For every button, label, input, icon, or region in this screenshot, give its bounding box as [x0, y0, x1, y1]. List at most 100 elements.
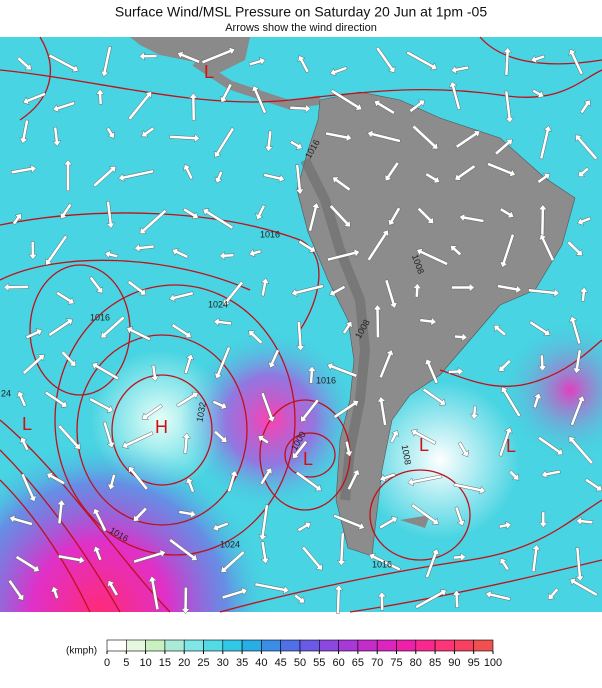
wind-arrow: [297, 55, 310, 74]
wind-arrow: [500, 386, 522, 418]
wind-arrow: [12, 213, 22, 225]
wind-arrow: [389, 429, 400, 444]
wind-arrow: [176, 391, 199, 408]
wind-arrow: [297, 521, 312, 532]
wind-arrow: [214, 170, 224, 184]
colorbar-tick-label: 25: [197, 657, 209, 669]
wind-arrow: [541, 469, 561, 479]
wind-arrow: [168, 538, 198, 561]
wind-arrow: [406, 50, 438, 71]
wind-arrow: [127, 280, 147, 296]
wind-arrow: [329, 204, 351, 228]
wind-arrow: [375, 46, 396, 74]
wind-arrow: [16, 390, 27, 408]
wind-arrow: [504, 90, 514, 124]
wind-arrow: [255, 204, 266, 220]
wind-arrow: [499, 207, 515, 219]
map: 1016 1024 1016 1032 1000 1008 1024 1016 …: [0, 36, 602, 614]
wind-arrow: [425, 172, 440, 184]
colorbar-segment: [299, 639, 320, 652]
isobar: [0, 479, 91, 613]
wind-arrow: [485, 590, 511, 601]
wind-arrow: [307, 365, 317, 384]
isobar-label: 24: [1, 388, 11, 398]
wind-arrow: [378, 516, 398, 530]
wind-arrow: [260, 541, 270, 564]
wind-arrow: [248, 330, 263, 345]
wind-arrow: [95, 88, 105, 105]
isobar-label: 1016: [372, 559, 392, 569]
colorbar-tick-label: 55: [313, 657, 325, 669]
wind-arrow: [107, 473, 116, 491]
colorbar-segment: [241, 639, 262, 652]
wind-arrow: [414, 588, 447, 609]
wind-arrow: [498, 426, 513, 457]
wind-arrow: [169, 291, 194, 303]
low-pressure: L: [303, 449, 313, 469]
isobar-label: 1016: [316, 375, 336, 385]
isobar: [369, 469, 471, 561]
wind-arrow: [289, 140, 303, 150]
wind-arrow: [508, 470, 520, 481]
wind-arrow: [568, 315, 582, 345]
wind-arrow: [91, 362, 120, 381]
wind-arrow: [499, 233, 515, 268]
wind-arrow: [532, 392, 542, 409]
wind-arrow: [257, 435, 270, 445]
wind-arrow: [569, 578, 599, 597]
wind-arrow: [292, 440, 308, 459]
wind-arrow: [22, 92, 47, 105]
wind-arrow: [579, 286, 589, 302]
wind-arrow: [325, 131, 352, 142]
wind-arrow: [454, 164, 476, 181]
wind-arrow: [332, 176, 351, 192]
wind-arrow: [568, 436, 594, 465]
wind-arrow: [106, 201, 115, 229]
wind-arrow: [171, 323, 192, 339]
wind-arrow: [220, 550, 246, 573]
low-pressure: L: [22, 414, 32, 434]
wind-arrow: [566, 240, 583, 257]
wind-arrow: [139, 209, 167, 235]
wind-arrow: [528, 320, 551, 336]
wind-arrow: [213, 430, 228, 443]
colorbar-segment: [376, 639, 397, 652]
wind-arrow: [185, 477, 195, 493]
land: [130, 37, 250, 75]
wind-arrow: [530, 54, 546, 64]
low-pressure: L: [506, 436, 516, 456]
wind-arrow: [45, 234, 68, 266]
subtitle: Arrows show the wind direction: [225, 22, 377, 34]
wind-arrow: [221, 587, 248, 600]
wind-arrow: [182, 207, 199, 220]
wind-arrow: [342, 321, 353, 335]
falklands: [400, 515, 430, 528]
wind-arrow: [254, 582, 290, 595]
wind-arrow: [15, 555, 40, 573]
wind-arrow: [453, 482, 486, 495]
wind-arrow: [127, 91, 152, 121]
wind-arrow: [384, 161, 400, 182]
wind-arrow: [412, 283, 422, 298]
wind-arrow: [104, 250, 119, 259]
wind-arrow: [28, 241, 38, 260]
wind-arrow: [326, 362, 358, 378]
wind-arrow: [373, 304, 382, 338]
wind-arrow: [499, 557, 510, 571]
wind-arrow: [454, 332, 468, 342]
wind-arrow: [579, 99, 591, 114]
wind-arrows: [3, 46, 602, 614]
colorbar-tick-label: 100: [484, 657, 502, 669]
wind-arrow: [227, 470, 239, 493]
colorbar-tick-label: 60: [332, 657, 344, 669]
wind-arrow: [295, 164, 305, 195]
wind-arrow: [384, 279, 398, 309]
colorbar-segment: [145, 639, 166, 652]
wind-arrow: [497, 284, 522, 294]
low-pressure: L: [419, 435, 429, 455]
wind-arrow: [223, 281, 244, 306]
wind-arrow: [455, 130, 481, 149]
wind-arrow: [88, 397, 114, 413]
wind-arrow: [448, 81, 461, 111]
